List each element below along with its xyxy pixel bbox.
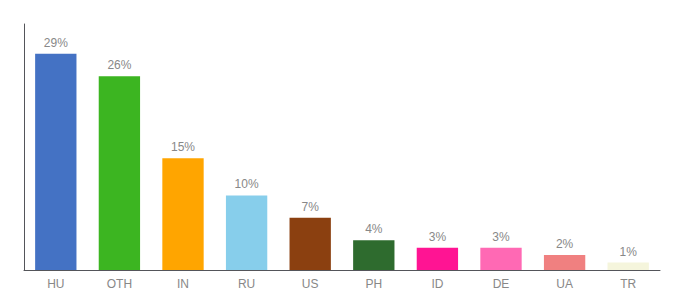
svg-text:ID: ID — [431, 277, 443, 291]
svg-text:10%: 10% — [235, 177, 259, 191]
svg-text:29%: 29% — [44, 36, 68, 50]
svg-text:3%: 3% — [492, 230, 510, 244]
svg-text:TR: TR — [620, 277, 636, 291]
svg-text:1%: 1% — [620, 245, 638, 259]
svg-text:7%: 7% — [302, 200, 320, 214]
svg-text:RU: RU — [238, 277, 255, 291]
svg-text:US: US — [302, 277, 319, 291]
svg-text:26%: 26% — [107, 58, 131, 72]
svg-text:DE: DE — [493, 277, 510, 291]
svg-text:15%: 15% — [171, 140, 195, 154]
svg-text:OTH: OTH — [107, 277, 132, 291]
svg-text:HU: HU — [47, 277, 64, 291]
svg-text:PH: PH — [365, 277, 382, 291]
svg-text:UA: UA — [556, 277, 573, 291]
svg-text:IN: IN — [177, 277, 189, 291]
svg-text:3%: 3% — [429, 230, 447, 244]
svg-text:4%: 4% — [365, 222, 383, 236]
svg-text:2%: 2% — [556, 237, 574, 251]
